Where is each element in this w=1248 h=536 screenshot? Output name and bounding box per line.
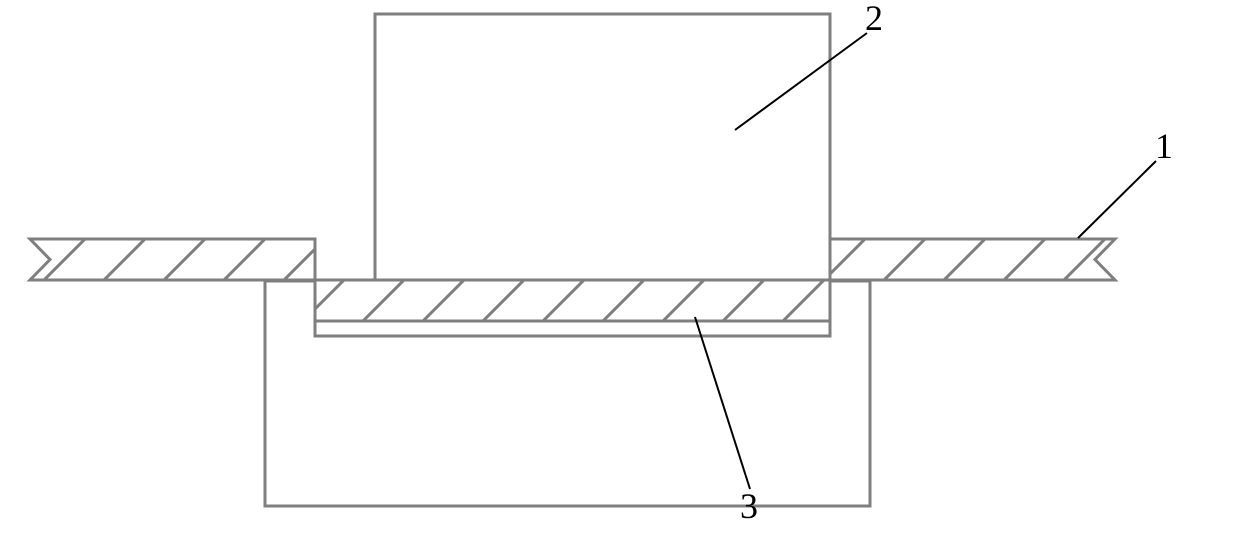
callout-line-1 — [1078, 161, 1156, 238]
callout-label-1: 1 — [1155, 128, 1173, 164]
technical-diagram — [0, 0, 1248, 536]
lower-block — [265, 281, 870, 506]
callout-line-3 — [695, 317, 750, 489]
callout-label-2: 2 — [865, 0, 883, 36]
hatched-plate — [0, 234, 1230, 326]
callout-label-3: 3 — [740, 488, 758, 524]
callout-line-2 — [735, 33, 867, 130]
upper-block — [375, 14, 830, 280]
